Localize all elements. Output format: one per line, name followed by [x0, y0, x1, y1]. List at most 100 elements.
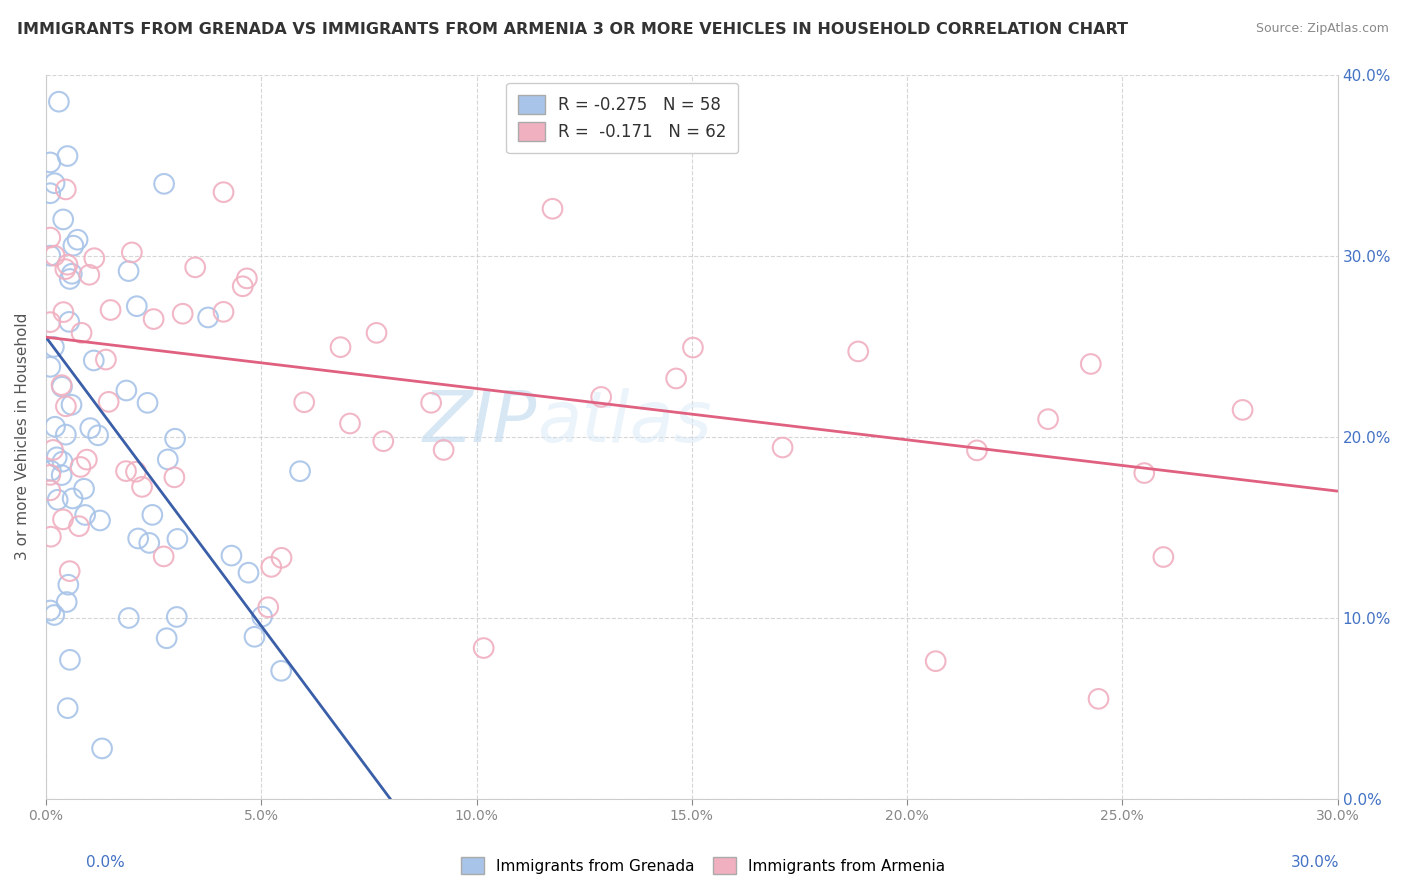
Point	[39, 315, 62, 329]
Point	[329, 340, 352, 354]
Point	[115, 384, 138, 398]
Point	[141, 508, 163, 522]
Point	[76, 452, 98, 467]
Point	[165, 432, 187, 446]
Point	[59, 653, 82, 667]
Point	[243, 630, 266, 644]
Point	[83, 353, 105, 368]
Point	[58, 578, 80, 592]
Point	[1080, 357, 1102, 371]
Point	[55, 399, 77, 413]
Point	[142, 312, 165, 326]
Point	[51, 468, 73, 483]
Point	[156, 632, 179, 646]
Point	[89, 513, 111, 527]
Point	[51, 378, 73, 392]
Point	[591, 390, 613, 404]
Point	[212, 305, 235, 319]
Point	[846, 344, 869, 359]
Point	[250, 609, 273, 624]
Point	[288, 464, 311, 478]
Point	[44, 419, 66, 434]
Point	[52, 512, 75, 526]
Point	[55, 595, 77, 609]
Point	[138, 536, 160, 550]
Point	[115, 464, 138, 478]
Point	[212, 185, 235, 199]
Point	[1087, 691, 1109, 706]
Point	[772, 441, 794, 455]
Point	[373, 434, 395, 449]
Point	[44, 607, 66, 622]
Point	[236, 271, 259, 285]
Point	[197, 310, 219, 325]
Point	[166, 610, 188, 624]
Point	[156, 452, 179, 467]
Point	[79, 268, 101, 282]
Point	[541, 202, 564, 216]
Point	[66, 233, 89, 247]
Legend: R = -0.275   N = 58, R =  -0.171   N = 62: R = -0.275 N = 58, R = -0.171 N = 62	[506, 83, 738, 153]
Point	[97, 395, 120, 409]
Point	[172, 307, 194, 321]
Point	[62, 238, 84, 252]
Point	[51, 455, 73, 469]
Point	[125, 299, 148, 313]
Point	[292, 395, 315, 409]
Point	[53, 262, 76, 277]
Point	[45, 450, 67, 465]
Point	[121, 245, 143, 260]
Point	[221, 549, 243, 563]
Point	[166, 532, 188, 546]
Point	[125, 465, 148, 479]
Point	[420, 396, 443, 410]
Point	[48, 95, 70, 109]
Point	[270, 664, 292, 678]
Point	[59, 272, 82, 286]
Point	[39, 464, 62, 478]
Point	[59, 564, 82, 578]
Point	[1133, 466, 1156, 480]
Point	[39, 249, 62, 263]
Point	[39, 186, 62, 201]
Point	[52, 212, 75, 227]
Point	[39, 483, 62, 498]
Point	[966, 443, 988, 458]
Point	[117, 264, 139, 278]
Point	[42, 442, 65, 457]
Point	[87, 428, 110, 442]
Point	[56, 701, 79, 715]
Y-axis label: 3 or more Vehicles in Household: 3 or more Vehicles in Household	[15, 313, 30, 560]
Point	[52, 305, 75, 319]
Point	[232, 279, 254, 293]
Point	[56, 149, 79, 163]
Point	[131, 480, 153, 494]
Point	[682, 341, 704, 355]
Point	[163, 470, 186, 484]
Point	[94, 352, 117, 367]
Point	[100, 303, 122, 318]
Point	[73, 482, 96, 496]
Point	[42, 340, 65, 354]
Point	[79, 421, 101, 435]
Point	[433, 442, 456, 457]
Point	[260, 560, 283, 574]
Point	[118, 611, 141, 625]
Point	[665, 371, 688, 385]
Point	[1232, 403, 1254, 417]
Text: IMMIGRANTS FROM GRENADA VS IMMIGRANTS FROM ARMENIA 3 OR MORE VEHICLES IN HOUSEHO: IMMIGRANTS FROM GRENADA VS IMMIGRANTS FR…	[17, 22, 1128, 37]
Text: ZIP: ZIP	[422, 388, 537, 457]
Point	[69, 459, 91, 474]
Point	[55, 182, 77, 196]
Point	[39, 603, 62, 617]
Point	[44, 176, 66, 190]
Point	[238, 566, 260, 580]
Point	[70, 326, 93, 340]
Point	[39, 155, 62, 169]
Point	[46, 492, 69, 507]
Point	[83, 251, 105, 265]
Point	[127, 532, 149, 546]
Point	[60, 398, 83, 412]
Point	[51, 380, 73, 394]
Point	[91, 741, 114, 756]
